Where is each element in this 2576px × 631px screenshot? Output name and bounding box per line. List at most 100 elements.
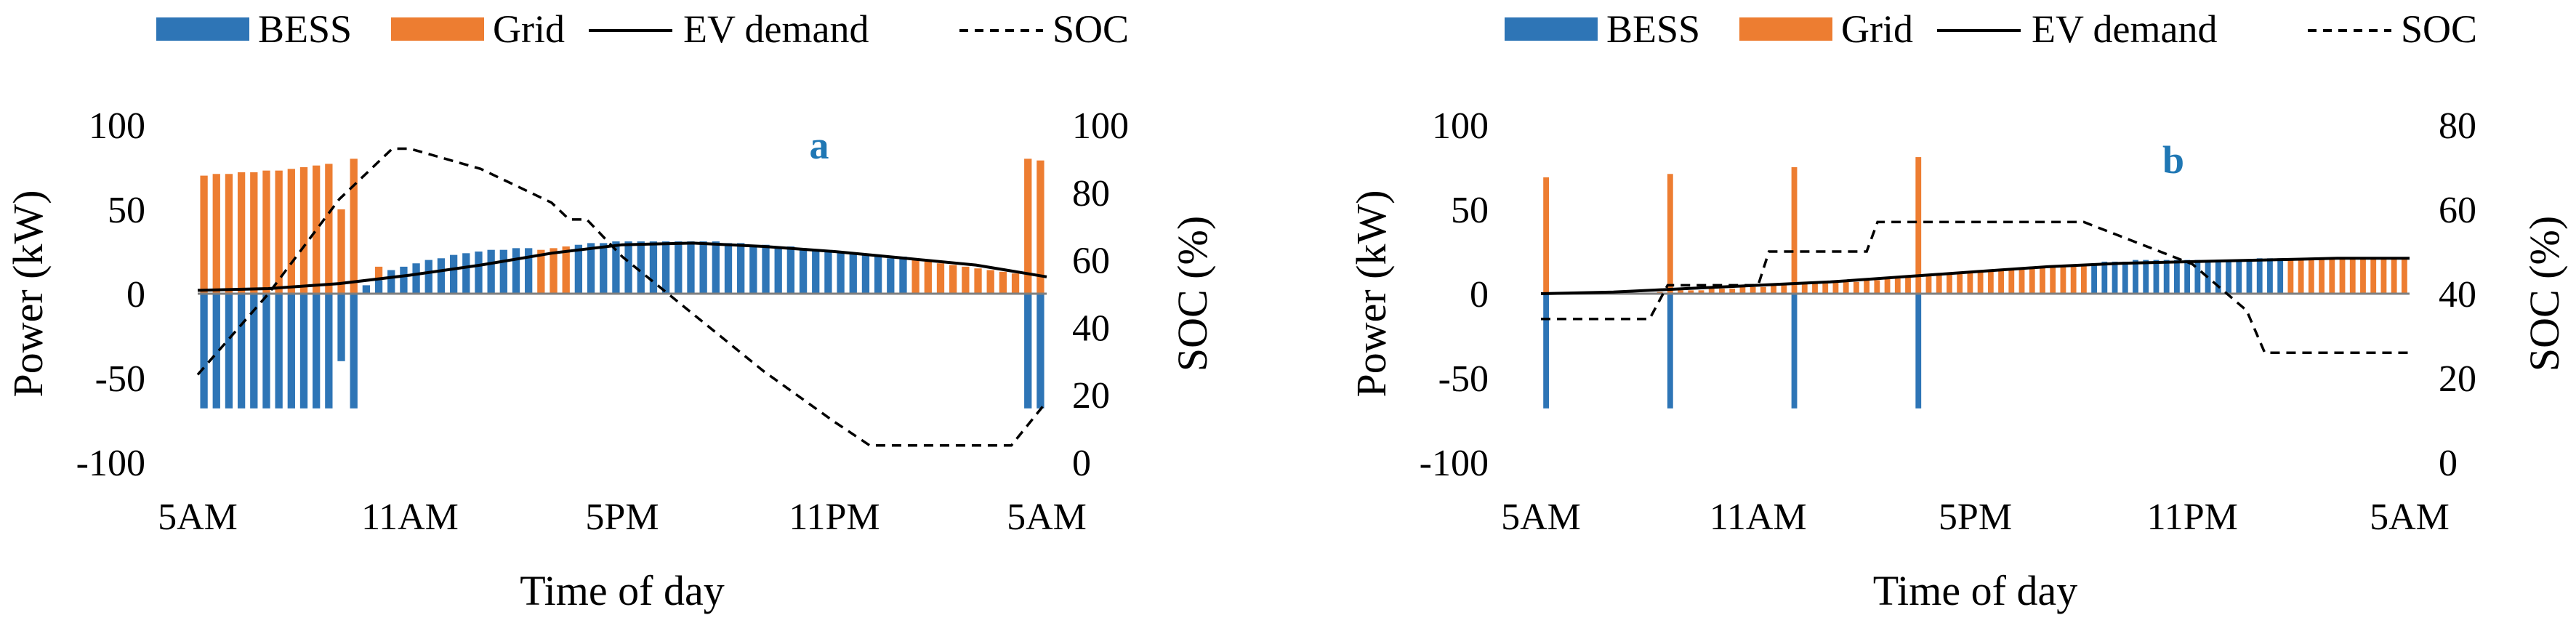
- grid-bar: [1987, 270, 1994, 294]
- x-tick-label: 5PM: [585, 497, 659, 538]
- grid-bar: [1698, 290, 1704, 294]
- y2-tick-label: 60: [2439, 190, 2476, 231]
- bess-bar: [2133, 260, 2138, 294]
- x-tick-label: 11PM: [789, 497, 880, 538]
- bess-bar: [299, 294, 308, 409]
- bess-bar: [287, 294, 295, 409]
- legend-grid-swatch: [1739, 17, 1832, 41]
- grid-bars: [1543, 157, 2407, 294]
- y2-tick-labels: 80 60 40 20 0: [2439, 105, 2476, 484]
- grid-bar: [2029, 266, 2035, 294]
- panel-label: b: [2162, 138, 2184, 182]
- grid-bar: [1967, 271, 1973, 294]
- grid-bar: [949, 265, 957, 294]
- grid-bar: [2380, 258, 2387, 294]
- bess-bar: [2277, 258, 2284, 294]
- legend-b: BESS Grid EV demand SOC: [1505, 7, 2477, 51]
- grid-bar: [1708, 289, 1715, 294]
- y2-tick-label: 0: [2439, 443, 2458, 484]
- y2-tick-label: 100: [1072, 105, 1129, 147]
- grid-bar: [936, 263, 945, 294]
- x-tick-labels: 5AM 11AM 5PM 11PM 5AM: [1501, 497, 2450, 538]
- y-tick-label: 50: [1451, 190, 1489, 231]
- bess-bar: [1667, 294, 1673, 409]
- grid-bar: [1843, 281, 1849, 294]
- chart-panel-a: 100 50 0 -50 -100 100 80 60 40 20 0 5AM 11AM 5PM 11P…: [4, 105, 1216, 614]
- grid-bar: [2298, 258, 2304, 294]
- grid-bar: [2060, 265, 2066, 294]
- x-tick-label: 5PM: [1939, 497, 2012, 538]
- y-axis-title: Power (kW): [1348, 190, 1395, 397]
- bess-bar: [437, 258, 446, 294]
- grid-bar: [911, 260, 919, 294]
- bess-bar: [362, 285, 371, 294]
- grid-bar: [1915, 157, 1922, 294]
- grid-bar: [1822, 284, 1829, 294]
- soc-line: [196, 147, 1048, 447]
- grid-bar: [2370, 258, 2377, 294]
- grid-bar: [313, 165, 321, 294]
- legend-a: BESS Grid EV demand SOC: [156, 7, 1129, 51]
- bess-bars: [200, 241, 1045, 409]
- grid-bar: [986, 270, 994, 294]
- y2-tick-label: 40: [2439, 274, 2476, 316]
- grid-bar: [537, 249, 545, 294]
- grid-bar: [1739, 286, 1746, 294]
- grid-bar: [1957, 273, 1963, 294]
- bess-bar: [2173, 260, 2180, 294]
- bess-bar: [661, 241, 670, 294]
- bess-bar: [2184, 260, 2191, 294]
- bess-bar: [424, 260, 432, 294]
- grid-bar: [2287, 258, 2294, 294]
- y-tick-label: 0: [126, 274, 145, 316]
- grid-bar: [924, 261, 932, 294]
- grid-bar: [2308, 258, 2314, 294]
- grid-bar: [1729, 289, 1736, 294]
- grid-bar: [1853, 281, 1859, 294]
- panel-label: a: [810, 124, 829, 167]
- grid-bar: [2349, 258, 2356, 294]
- grid-bar: [1719, 289, 1725, 294]
- bess-bar: [237, 294, 246, 409]
- y2-axis-title: SOC (%): [1169, 216, 1216, 371]
- legend-grid-label: Grid: [493, 7, 565, 51]
- y2-tick-label: 20: [1072, 375, 1110, 417]
- y-tick-label: 50: [108, 190, 145, 231]
- bess-bar: [774, 246, 782, 294]
- bess-bar: [737, 243, 745, 294]
- bess-bar: [212, 294, 220, 409]
- x-tick-label: 5AM: [158, 497, 238, 538]
- grid-bar: [999, 271, 1007, 294]
- bess-bar: [2194, 260, 2201, 294]
- bess-bar: [2163, 260, 2170, 294]
- bess-bar: [1037, 294, 1045, 409]
- bess-bar: [624, 241, 632, 294]
- grid-bar: [1024, 158, 1032, 294]
- bess-bar: [749, 244, 757, 294]
- bess-bar: [1791, 294, 1798, 409]
- grid-bar: [1936, 275, 1942, 294]
- y-tick-label: -50: [1438, 358, 1489, 400]
- grid-bar: [1832, 281, 1839, 294]
- y-tick-labels: 100 50 0 -50 -100: [1420, 105, 1489, 484]
- bess-bar: [250, 294, 258, 409]
- legend-ev-demand-label: EV demand: [2032, 7, 2217, 51]
- bess-bar: [487, 249, 495, 294]
- bess-bar: [612, 241, 620, 294]
- bess-bar: [2236, 260, 2242, 294]
- bess-bar: [637, 241, 645, 294]
- bess-bar: [350, 294, 358, 409]
- grid-bar: [1667, 174, 1673, 294]
- bess-bar: [2122, 261, 2128, 294]
- grid-bar: [1998, 270, 2004, 294]
- grid-bar: [299, 167, 308, 294]
- y-tick-label: 100: [89, 105, 145, 147]
- bess-bar: [262, 294, 270, 409]
- grid-bar: [1037, 160, 1045, 294]
- grid-bar: [1678, 290, 1683, 294]
- y2-tick-label: 0: [1072, 443, 1091, 484]
- grid-bar: [562, 246, 570, 294]
- x-tick-label: 11PM: [2147, 497, 2238, 538]
